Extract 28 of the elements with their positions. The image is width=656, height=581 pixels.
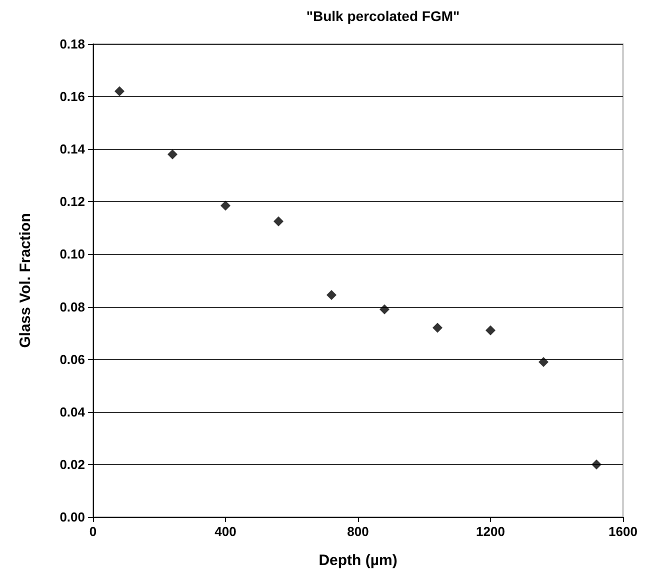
y-tick-label: 0.06 [60,352,85,367]
y-tick-label: 0.14 [60,142,86,157]
x-tick-label: 0 [89,524,97,539]
point [486,325,496,336]
y-tick-label: 0.04 [60,404,86,420]
point [592,459,602,470]
x-tick-label: 800 [347,524,369,539]
point [114,86,124,96]
y-axis-title: Glass Vol. Fraction [17,213,34,348]
x-tick-label: 1600 [608,524,638,539]
x-axis-title: Depth (µm) [318,552,398,569]
y-tick-label: 0.02 [60,456,85,472]
chart-title: "Bulk percolated FGM" [306,8,460,24]
y-tick-label: 0.00 [60,510,85,524]
x-tick-label: 1200 [476,524,505,539]
point [432,322,442,333]
point [220,200,230,211]
x-tick-label: 400 [214,524,236,539]
point [538,356,548,367]
point [274,216,284,226]
point [380,304,390,314]
y-tick-label: 0.16 [60,89,85,104]
y-tick-label: 0.08 [60,299,85,314]
point [168,149,178,160]
y-tick-label: 0.10 [60,246,85,262]
y-tick-label: 0.18 [60,36,85,52]
y-tick-label: 0.12 [60,194,85,210]
point [326,290,336,300]
